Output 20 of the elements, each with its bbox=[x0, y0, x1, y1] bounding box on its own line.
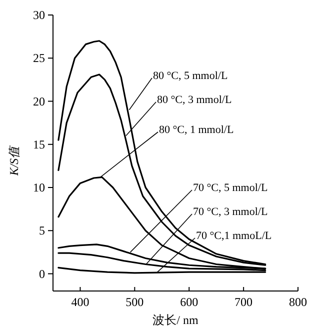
x-tick-label: 800 bbox=[289, 295, 307, 309]
y-tick-label: 30 bbox=[33, 8, 45, 22]
annotation: 70 °C, 3 mmol/L bbox=[193, 206, 268, 218]
x-tick-label: 400 bbox=[71, 295, 90, 309]
x-tick-label: 500 bbox=[126, 295, 144, 309]
y-tick-label: 0 bbox=[39, 266, 45, 281]
annotation: 70 °C,1 mmoL/L bbox=[196, 230, 272, 242]
annotation: 70 °C, 5 mmol/L bbox=[193, 182, 268, 194]
y-axis-title: K/S值 bbox=[7, 144, 21, 177]
y-tick-label: 15 bbox=[33, 137, 45, 152]
x-tick-label: 700 bbox=[234, 295, 253, 309]
y-tick-label: 5 bbox=[39, 224, 45, 238]
y-tick-label: 10 bbox=[33, 180, 45, 194]
y-tick-label: 20 bbox=[33, 94, 45, 108]
x-axis-title: 波长/ nm bbox=[152, 313, 199, 327]
annotation: 80 °C, 3 mmol/L bbox=[157, 94, 232, 106]
annotation: 80 °C, 5 mmol/L bbox=[153, 70, 228, 82]
x-tick-label: 600 bbox=[180, 295, 198, 309]
annotation: 80 °C, 1 mmol/L bbox=[159, 124, 234, 136]
y-tick-label: 25 bbox=[33, 51, 45, 66]
